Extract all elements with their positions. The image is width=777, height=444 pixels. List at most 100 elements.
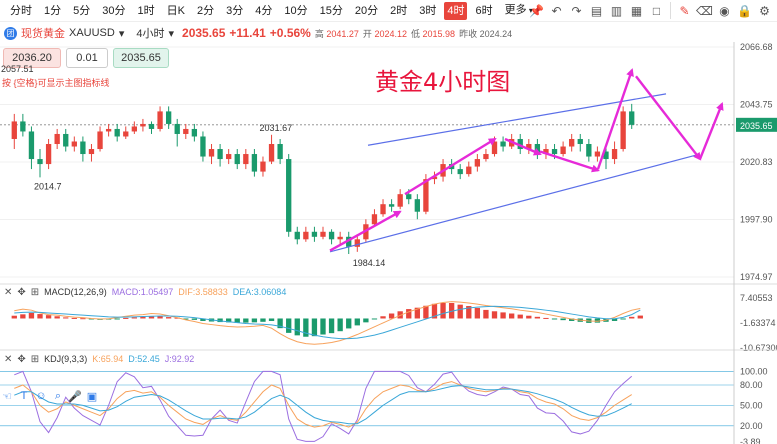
trend-arrows — [329, 68, 724, 252]
macd-bar — [483, 309, 489, 319]
tab-timeframe[interactable]: 3时 — [419, 4, 437, 17]
kdj-panel: 100.00 80.00 50.00 20.00 -3.89 — [0, 349, 777, 444]
candle-body — [174, 123, 180, 134]
pin-icon[interactable]: 📌 — [529, 3, 544, 18]
pointer-icon[interactable]: ☜ — [2, 390, 12, 403]
macd-bar — [183, 318, 189, 320]
tab-timeframe[interactable]: 4时 — [444, 1, 468, 20]
tab-timeframe[interactable]: 2分 — [196, 4, 215, 17]
macd-tick-label: -1.63374 — [740, 318, 776, 328]
sell-price-button[interactable]: 2036.20 — [3, 48, 61, 68]
macd-bar — [526, 315, 532, 319]
bar-chart-icon[interactable]: ▤ — [590, 3, 603, 18]
tab-timeframe[interactable]: 2时 — [390, 4, 408, 17]
candle-body — [294, 231, 300, 240]
kdj-title[interactable]: KDJ(9,3,3) — [44, 354, 88, 364]
macd-bar — [243, 318, 249, 323]
close-icon[interactable]: ✕ — [4, 286, 13, 298]
macd-bar — [71, 317, 77, 319]
line-chart-icon[interactable]: ▦ — [630, 3, 643, 18]
macd-bar — [217, 318, 223, 323]
candle-body — [569, 138, 575, 147]
candle-body — [191, 128, 198, 137]
macd-bar — [371, 318, 378, 320]
macd-bar — [63, 317, 69, 319]
trend-arrow — [404, 137, 497, 196]
macd-bar — [637, 315, 643, 319]
text-icon[interactable]: T — [20, 390, 28, 402]
image-icon[interactable]: ▣ — [86, 390, 98, 403]
candle-body — [208, 149, 215, 157]
tab-timeframe[interactable]: 30分 — [102, 4, 126, 17]
tab-timeframe[interactable]: 5分 — [73, 4, 91, 17]
candle-body — [183, 128, 189, 134]
buy-price-button[interactable]: 2035.65 — [113, 48, 169, 68]
eraser-icon[interactable]: ⌫ — [696, 3, 713, 18]
quantity-input[interactable]: 0.01 — [66, 48, 108, 68]
mic-icon[interactable]: 🎤 — [68, 390, 82, 403]
macd-bar — [620, 318, 626, 320]
move-icon[interactable]: ✥ — [17, 286, 26, 298]
candle-body — [217, 149, 223, 160]
candle-body — [268, 144, 275, 162]
tab-timeframe[interactable]: 6时 — [475, 4, 493, 17]
move-icon[interactable]: ✥ — [17, 353, 26, 365]
trend-arrow — [596, 68, 634, 170]
candle-body — [28, 131, 35, 160]
tab-timeframe[interactable]: 1分 — [44, 4, 62, 17]
square-icon[interactable]: □ — [652, 3, 661, 18]
eye-icon[interactable]: ◉ — [719, 3, 730, 18]
close-icon[interactable]: ✕ — [4, 353, 13, 365]
redo-icon[interactable]: ↷ — [571, 3, 582, 18]
undo-icon[interactable]: ↶ — [551, 3, 562, 18]
candle-body — [260, 161, 266, 172]
chevron-down-icon[interactable]: ▾ — [168, 27, 175, 40]
candle-body — [397, 194, 403, 207]
candle-body — [620, 111, 626, 150]
chevron-down-icon[interactable]: ▾ — [118, 27, 125, 40]
tab-timeframe[interactable]: 15分 — [319, 4, 343, 17]
tab-timeframe[interactable]: 更多 — [501, 1, 537, 20]
macd-bar — [569, 318, 575, 321]
gear-icon[interactable]: ⚙ — [759, 3, 770, 18]
candle-icon[interactable]: ▥ — [610, 3, 623, 18]
edit-icon[interactable]: ✎ — [679, 3, 690, 18]
hint-text: 按 {空格}可显示主图指标线 — [2, 78, 110, 88]
trend-arrow — [329, 210, 402, 252]
candle-body — [63, 133, 69, 147]
candle-body — [594, 151, 601, 157]
macd-bar — [346, 318, 352, 329]
candle-body — [431, 176, 438, 180]
macd-bar — [226, 318, 232, 323]
tab-timeframe[interactable]: 20分 — [354, 4, 379, 17]
last-price: 2035.65 — [182, 26, 226, 40]
macd-bar — [148, 315, 155, 319]
tab-timeframe[interactable]: 3分 — [226, 4, 244, 17]
smile-icon[interactable]: ☺ — [35, 390, 47, 402]
symbol-code[interactable]: XAUUSD — [69, 27, 115, 39]
macd-bar — [28, 312, 35, 319]
kdj-d-line — [14, 385, 632, 425]
macd-bar — [80, 318, 86, 320]
candle-body — [123, 131, 129, 137]
candle-body — [243, 154, 249, 165]
tab-timeframe[interactable]: 日K — [166, 4, 185, 17]
macd-title[interactable]: MACD(12,26,9) — [44, 287, 107, 297]
indicator-toggle-icon[interactable]: ⊞ — [30, 353, 40, 365]
tab-timeframe[interactable]: 分时 — [10, 4, 32, 17]
macd-bar — [303, 318, 309, 337]
timeframe-toolbar: 分时 1分 5分 30分 1时 日K 2分 3分 4分 10分 15分 20分 2时 3时 4时 6时 更多 — [0, 0, 777, 22]
tab-timeframe[interactable]: 10分 — [284, 4, 308, 17]
lock-icon[interactable]: 🔒 — [737, 3, 752, 18]
candle-body — [251, 154, 258, 172]
symbol-name[interactable]: 现货黄金 — [21, 28, 65, 40]
tab-timeframe[interactable]: 1时 — [137, 4, 155, 17]
period-label[interactable]: 4小时 — [136, 28, 165, 40]
indicator-toggle-icon[interactable]: ⊞ — [30, 286, 40, 298]
macd-panel: 7.40553 -1.63374 -10.67300 — [0, 283, 777, 353]
open-stat: 开 2024.12 — [362, 28, 407, 39]
macd-dea-line — [14, 305, 641, 340]
tab-timeframe[interactable]: 4分 — [255, 4, 273, 17]
search-icon[interactable]: ⌕ — [54, 389, 62, 402]
